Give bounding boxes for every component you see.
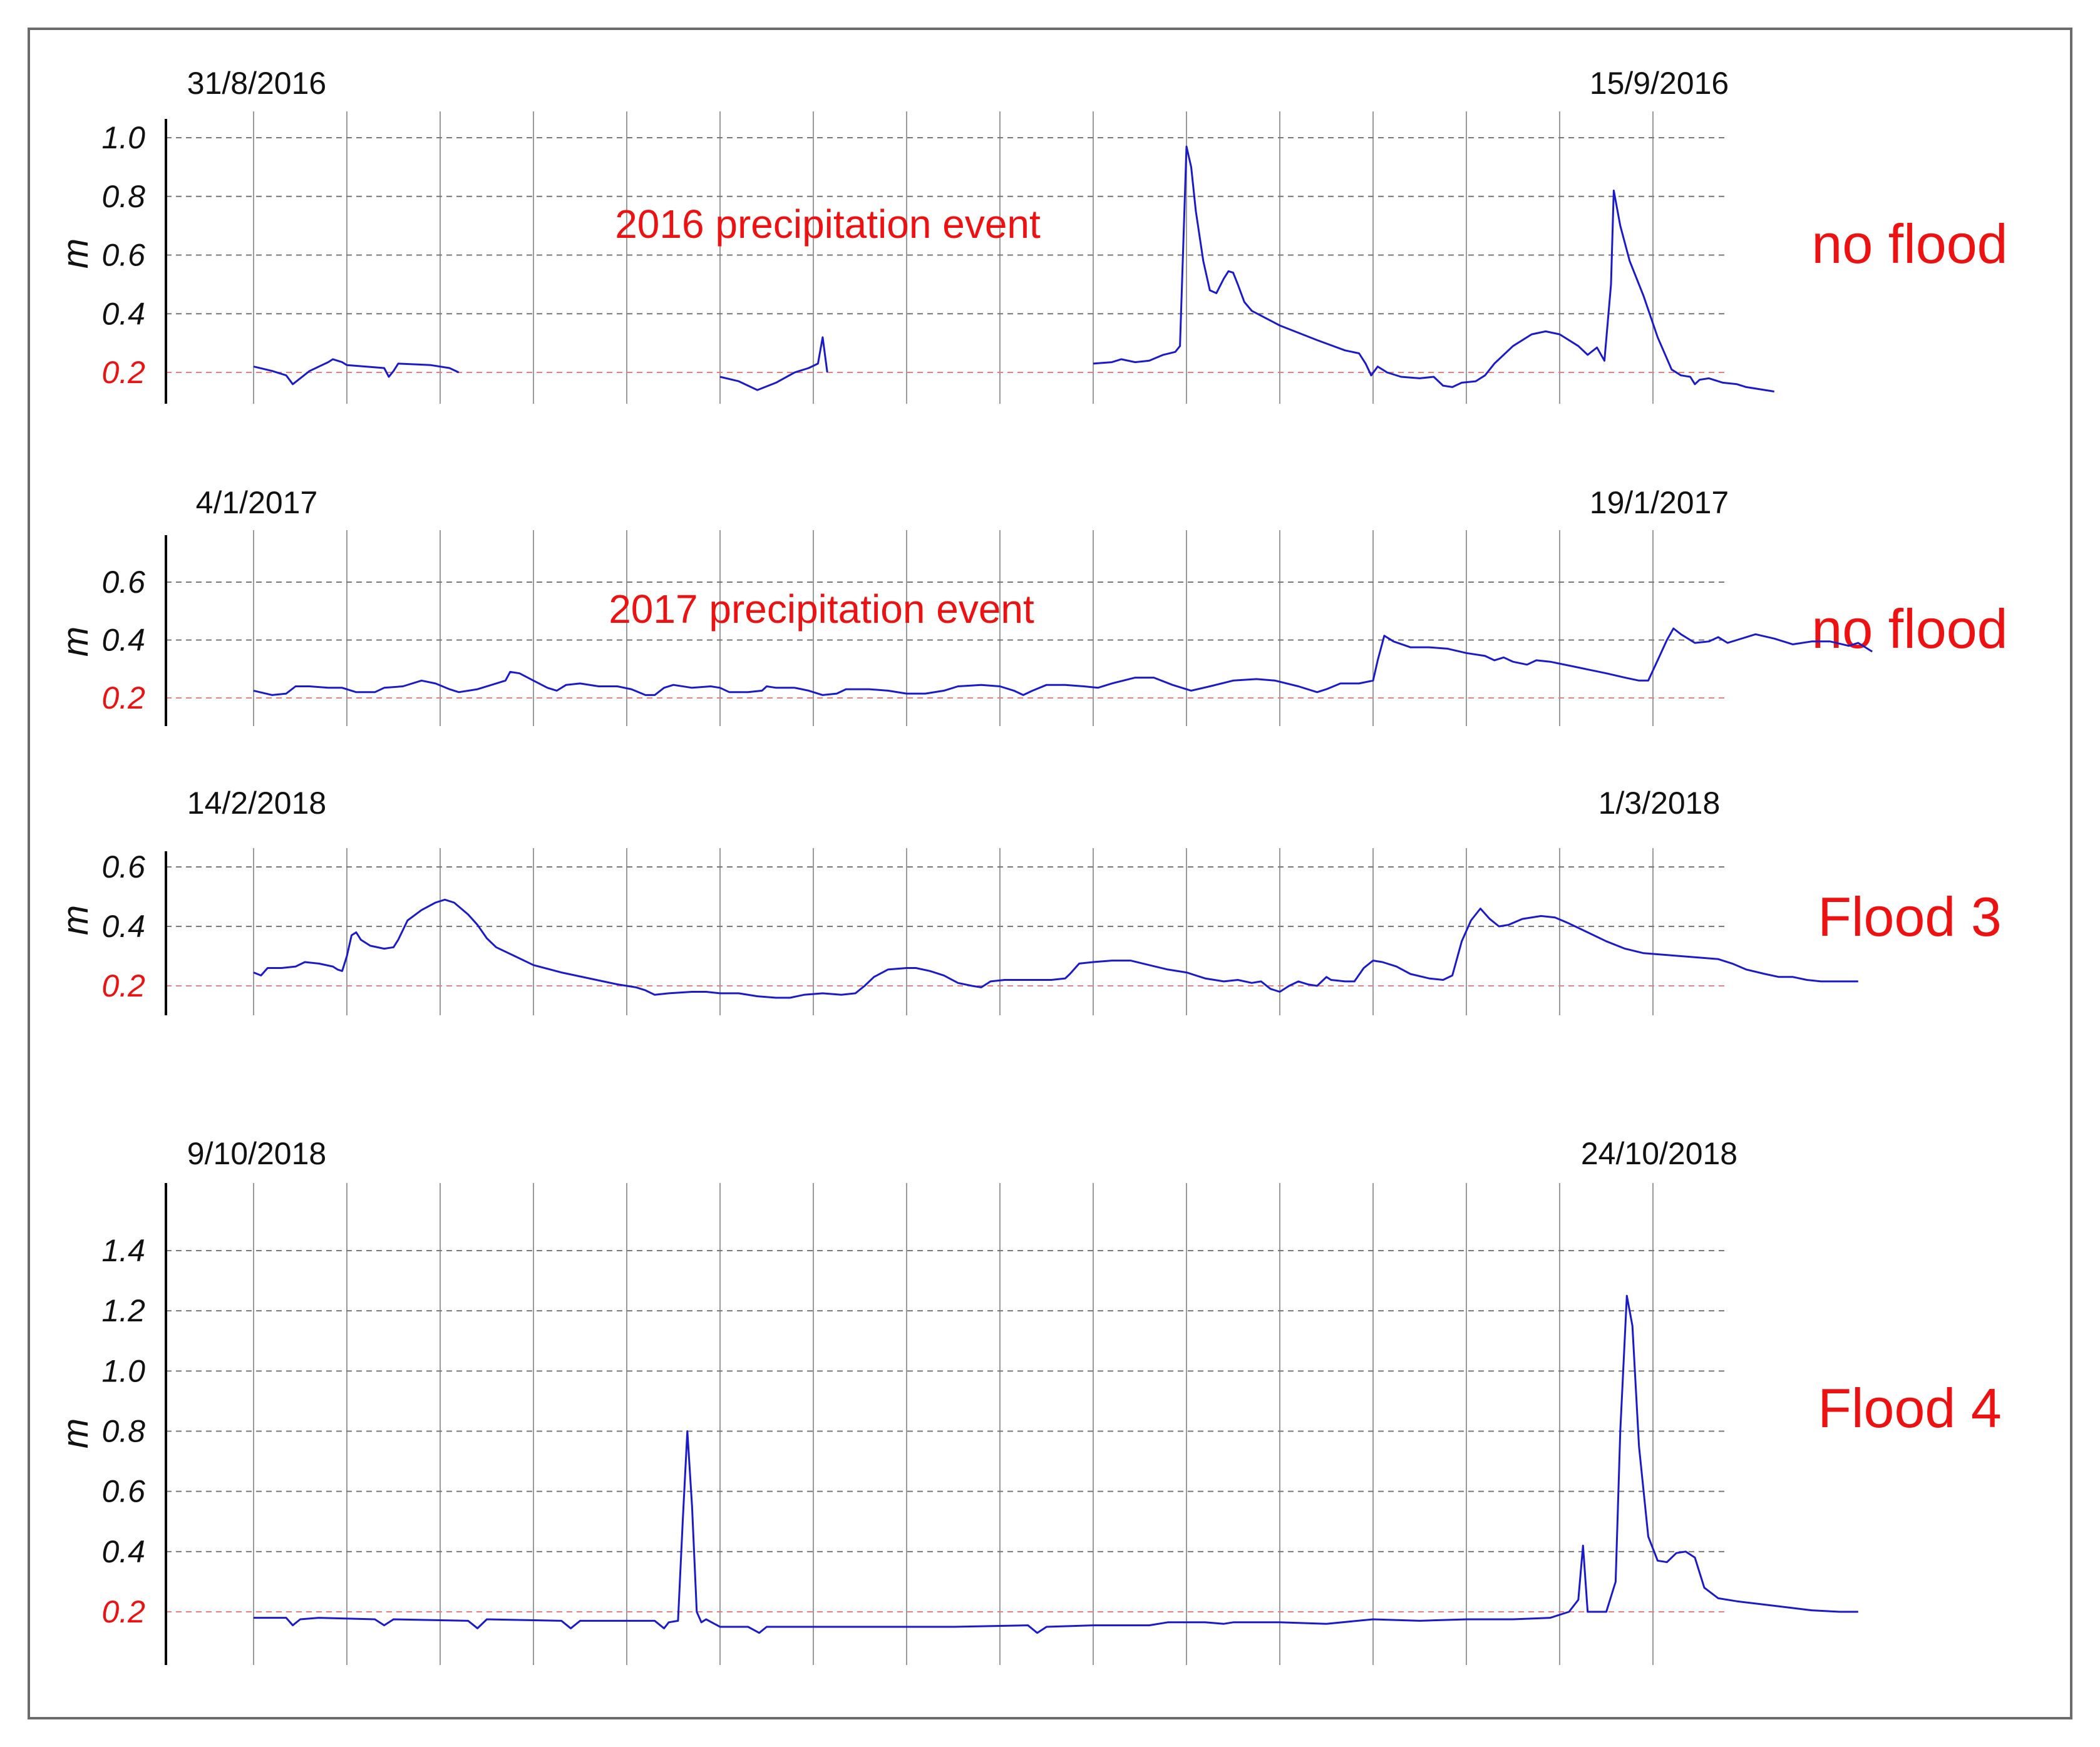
- y-tick-label: 0.6: [101, 849, 145, 884]
- flood-status-label: no flood: [1811, 598, 2007, 660]
- water-level-series-segment-2: [719, 336, 828, 391]
- end-date-label: 15/9/2016: [1590, 66, 1729, 101]
- y-tick-label: 0.2: [101, 1594, 145, 1629]
- water-level-series-segment-1: [254, 1294, 1858, 1634]
- y-tick-label: 0.4: [101, 909, 145, 944]
- start-date-label: 31/8/2016: [187, 66, 326, 101]
- event-annotation: 2017 precipitation event: [609, 587, 1034, 632]
- y-tick-label: 0.6: [101, 565, 145, 600]
- y-tick-label: 0.4: [101, 623, 145, 658]
- flood-status-label: Flood 4: [1818, 1377, 2002, 1439]
- water-level-series-segment-1: [253, 358, 460, 386]
- y-tick-label: 0.6: [101, 1474, 145, 1509]
- chart-panel-2: 0.2 0.4 0.6m 4/1/2017 19/1/2017 2017 precipit…: [55, 485, 2008, 726]
- y-tick-label: 0.2: [101, 680, 145, 715]
- figure-frame: [28, 28, 2072, 1719]
- y-axis-label: m: [55, 627, 96, 657]
- y-tick-label: 1.0: [101, 1353, 145, 1388]
- start-date-label: 4/1/2017: [196, 485, 318, 520]
- flood-status-label: Flood 3: [1818, 886, 2002, 948]
- start-date-label: 9/10/2018: [187, 1136, 326, 1171]
- water-level-series-segment-1: [253, 627, 1873, 696]
- water-level-series-segment-1: [253, 898, 1858, 999]
- y-tick-label: 1.0: [101, 120, 145, 155]
- chart-panel-1: 0.2 0.4 0.6 0.8 1.0 m 31/8/2016 15/9/2016 2016 p…: [55, 66, 2008, 404]
- y-axis-label: m: [55, 238, 96, 269]
- event-annotation: 2016 precipitation event: [615, 202, 1041, 247]
- y-tick-label: 0.4: [101, 1534, 145, 1569]
- y-tick-label: 1.2: [101, 1293, 145, 1328]
- y-tick-label: 0.2: [101, 968, 145, 1003]
- end-date-label: 24/10/2018: [1581, 1136, 1737, 1171]
- end-date-label: 1/3/2018: [1598, 786, 1721, 821]
- y-axis-label: m: [55, 1418, 96, 1448]
- flood-status-label: no flood: [1811, 213, 2007, 275]
- y-tick-label: 0.8: [101, 1414, 145, 1449]
- y-tick-label: 0.2: [101, 355, 145, 390]
- start-date-label: 14/2/2018: [187, 786, 326, 821]
- y-tick-label: 0.6: [101, 238, 145, 273]
- y-axis-label: m: [55, 905, 96, 935]
- chart-panel-3: 0.2 0.4 0.6m 14/2/2018 1/3/2018 Flood 3: [55, 786, 2002, 1015]
- y-tick-label: 1.4: [101, 1233, 145, 1268]
- y-tick-label: 0.8: [101, 179, 145, 214]
- chart-panel-4: 0.2 0.4 0.6 0.8 1.0 1.2 1.4 m 9/10/2018 24/10/201…: [55, 1136, 2002, 1665]
- water-level-series-segment-3: [1093, 145, 1774, 392]
- y-tick-label: 0.4: [101, 296, 145, 331]
- end-date-label: 19/1/2017: [1590, 485, 1729, 520]
